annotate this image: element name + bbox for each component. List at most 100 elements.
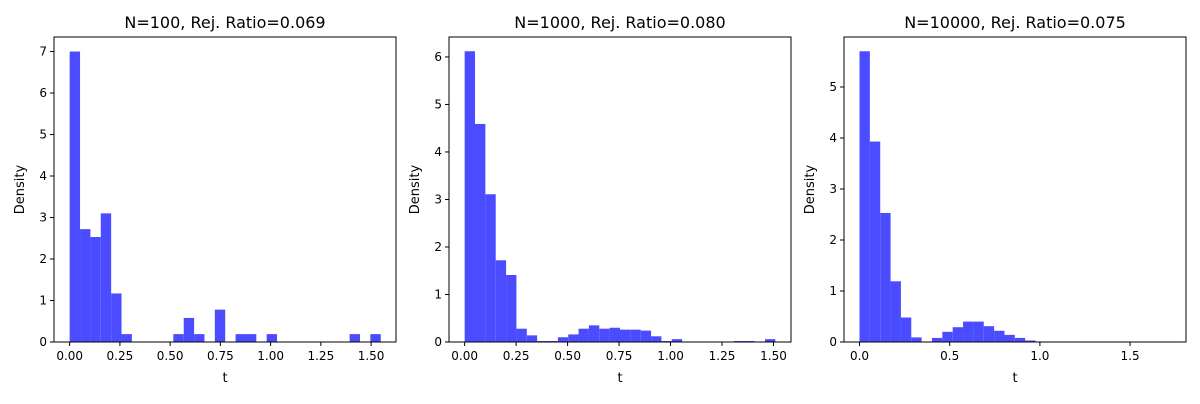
x-tick-label: 0.50: [157, 349, 184, 363]
y-tick-label: 0: [829, 335, 837, 349]
x-tick-label: 1.00: [657, 349, 684, 363]
histogram-bar: [516, 328, 527, 342]
chart-panel-2: 0.00 0.25 0.50 0.75 1.00 1.25 1.50 0 1 2 3 4 5 6 N=100…: [408, 13, 792, 386]
axes-frame: [448, 36, 792, 343]
x-tick-label: 1.0: [1030, 349, 1049, 363]
histogram-bar: [620, 329, 631, 342]
y-tick-label: 4: [39, 169, 47, 183]
y-tick-label: 4: [829, 131, 837, 145]
x-tick-label: 1.5: [1121, 349, 1140, 363]
histogram-bar: [1014, 337, 1026, 342]
y-tick-label: 6: [434, 50, 442, 64]
histogram-bar: [245, 334, 257, 342]
histogram-bar: [994, 330, 1005, 342]
y-tick-label: 0: [39, 335, 47, 349]
y-tick-label: 2: [829, 233, 837, 247]
histogram-bar: [235, 334, 246, 342]
y-tick-label: 5: [829, 80, 837, 94]
histogram-bar: [869, 141, 881, 342]
y-axis-label: Density: [408, 164, 423, 214]
histogram-bar: [578, 328, 589, 342]
x-tick-label: 0.75: [606, 349, 633, 363]
histogram-bar: [900, 317, 912, 342]
histogram-bar: [764, 339, 776, 342]
x-axis-label: t: [1012, 371, 1017, 386]
histogram-bar: [557, 337, 569, 342]
y-tick-label: 5: [434, 97, 442, 111]
chart-panel-3: 0.0 0.5 1.0 1.5 0 1 2 3 4 5 N=10000, Rej. Ratio=0.…: [803, 13, 1187, 386]
histogram-bar: [880, 212, 891, 342]
histogram-bar: [952, 327, 964, 342]
x-axis-label: t: [222, 371, 227, 386]
histogram-bar: [266, 334, 278, 342]
histogram-bar: [859, 51, 870, 342]
histogram-bar: [121, 334, 132, 342]
histogram-bar: [651, 336, 662, 342]
histogram-bar: [69, 51, 81, 343]
histogram-bar: [349, 334, 360, 342]
x-tick-label: 0.25: [107, 349, 134, 363]
histogram-bar: [370, 334, 381, 342]
histogram-bar: [931, 337, 943, 342]
x-tick-label: 0.75: [207, 349, 234, 363]
y-tick-label: 6: [39, 86, 47, 100]
histogram-bar: [495, 260, 507, 342]
x-tick-label: 1.00: [257, 349, 284, 363]
histogram-bar: [609, 327, 620, 342]
x-axis-label: t: [617, 371, 622, 386]
y-tick-label: 5: [39, 128, 47, 142]
histogram-bar: [942, 331, 953, 342]
x-tick-label: 0.50: [554, 349, 581, 363]
histogram-bar: [568, 334, 579, 342]
histogram-bar: [671, 339, 683, 342]
x-tick-label: 0.00: [56, 349, 83, 363]
histogram-bar: [983, 326, 995, 342]
histogram-bar: [640, 330, 652, 342]
y-tick-label: 2: [39, 252, 47, 266]
histogram-bar: [963, 321, 974, 342]
x-tick-label: 1.50: [760, 349, 787, 363]
y-tick-label: 7: [39, 45, 47, 59]
histogram-bar: [485, 194, 496, 342]
x-tick-label: 0.00: [451, 349, 478, 363]
y-tick-label: 4: [434, 145, 442, 159]
histogram-bar: [475, 123, 486, 342]
chart-title: N=10000, Rej. Ratio=0.075: [904, 13, 1126, 32]
axes-frame: [843, 36, 1187, 343]
chart-panel-1: 0.00 0.25 0.50 0.75 1.00 1.25 1.50 0 1 2 3 4 5 6 7 N=10…: [13, 13, 397, 386]
histogram-bar: [911, 337, 922, 342]
y-axis-label: Density: [803, 164, 818, 214]
y-tick-label: 3: [829, 182, 837, 196]
x-tick-label: 1.25: [709, 349, 736, 363]
histogram-bar: [194, 334, 205, 342]
histogram-bar: [599, 328, 610, 342]
histogram-bar: [183, 317, 195, 342]
x-tick-label: 1.50: [358, 349, 385, 363]
histogram-bar: [526, 335, 538, 342]
histogram-bar: [1025, 340, 1036, 342]
x-tick-label: 0.5: [940, 349, 959, 363]
chart-title: N=100, Rej. Ratio=0.069: [124, 13, 325, 32]
y-axis-label: Density: [13, 164, 28, 214]
y-tick-label: 2: [434, 240, 442, 254]
x-tick-label: 0.25: [503, 349, 530, 363]
x-tick-label: 1.25: [307, 349, 334, 363]
axes-frame: [53, 36, 397, 343]
histogram-bar: [111, 293, 122, 342]
histogram-bar: [630, 329, 641, 342]
y-tick-label: 3: [39, 211, 47, 225]
histogram-bar: [464, 51, 476, 342]
histogram-bar: [588, 325, 600, 342]
histogram-bar: [214, 309, 226, 342]
histogram-bar: [90, 237, 101, 342]
y-tick-label: 3: [434, 192, 442, 206]
y-tick-label: 1: [39, 294, 47, 308]
histogram-bar: [100, 213, 112, 342]
y-tick-label: 1: [434, 287, 442, 301]
histogram-bar: [890, 281, 901, 342]
histogram-bar: [506, 275, 517, 342]
y-tick-label: 1: [829, 284, 837, 298]
histogram-bar: [80, 229, 91, 342]
